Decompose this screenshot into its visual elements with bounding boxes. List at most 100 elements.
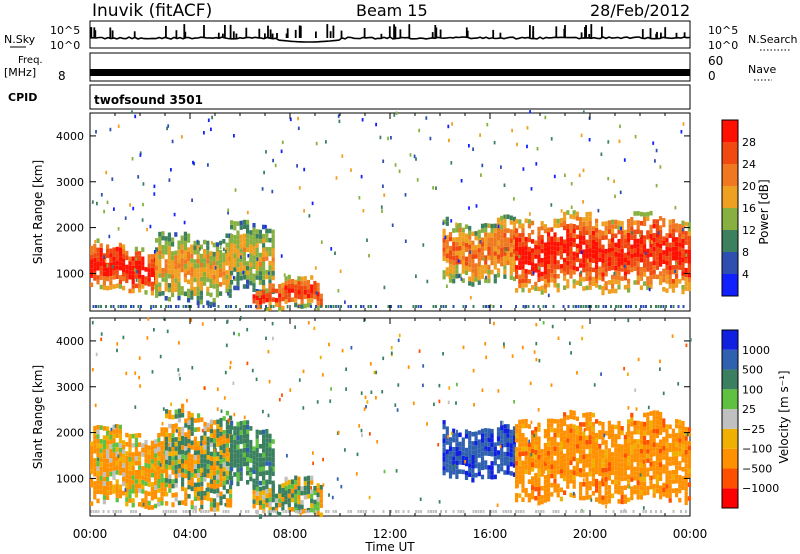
echo-cell [160,477,164,483]
echo-cell [553,460,557,465]
echo-cell [604,472,608,477]
echo-cell [668,279,672,284]
echo-cell [252,503,256,509]
echo-cell [518,474,522,480]
echo-cell [675,446,679,452]
echo-cell [135,257,138,261]
echo-cell [268,488,272,493]
echo-cell [309,302,312,307]
echo-cell [474,254,478,259]
nsky-spike [175,30,178,38]
echo-cell [216,451,220,457]
echo-cell [646,472,650,477]
echo-cell [569,446,573,452]
echo-cell [455,446,459,452]
echo-cell [464,475,469,480]
echo-cell [579,435,583,441]
echo-cell [601,258,605,263]
echo-cell [556,260,560,265]
echo-cell [490,246,494,252]
echo-cell [518,424,522,429]
echo-cell [655,451,659,457]
echo-cell [588,471,592,477]
echo-cell [262,466,266,472]
echo-cell [506,442,510,448]
echo-cell [536,147,539,151]
echo-cell [515,219,519,224]
echo-cell [157,460,161,466]
echo-cell [243,415,246,420]
echo-cell [239,425,243,431]
echo-cell [646,211,650,217]
echo-cell [633,466,637,472]
echo-cell [604,248,608,254]
echo-cell [249,276,253,281]
echo-cell [233,262,237,268]
echo-cell [225,510,227,513]
echo-cell [627,428,631,434]
echo-cell [524,460,528,465]
echo-cell [649,243,653,248]
echo-cell [604,221,608,226]
echo-cell [687,245,691,250]
echo-cell [506,447,510,452]
echo-cell [650,510,652,513]
echo-cell [144,280,148,286]
echo-cell [197,468,201,474]
echo-cell [461,255,465,260]
echo-cell [468,449,472,454]
nsky-spike [269,29,272,38]
echo-cell [665,479,669,485]
echo-cell [566,479,570,485]
echo-cell [141,484,145,490]
echo-cell [150,445,154,450]
echo-cell [311,201,314,206]
echo-cell [509,266,513,271]
echo-cell [509,243,513,248]
echo-cell [268,433,272,439]
echo-cell [255,471,259,476]
echo-cell [190,445,194,450]
echo-cell [216,437,220,443]
echo-cell [521,237,525,242]
echo-cell [131,502,135,508]
echo-cell [639,211,643,217]
echo-cell [181,440,185,446]
echo-cell [281,287,285,292]
echo-cell [524,464,528,470]
echo-cell [328,342,330,347]
echo-cell [461,227,465,233]
echo-cell [566,429,570,434]
echo-cell [518,465,522,471]
echo-cell [445,271,449,277]
echo-cell [138,287,142,293]
echo-cell [509,461,513,467]
echo-cell [265,433,269,439]
echo-cell [481,388,484,392]
echo-cell [639,435,643,440]
echo-cell [236,253,240,259]
echo-cell [118,429,122,434]
echo-cell [579,426,583,432]
echo-cell [236,454,240,459]
echo-cell [265,493,269,499]
echo-cell [598,466,602,472]
echo-cell [147,281,151,287]
echo-cell [141,247,145,252]
echo-cell [633,266,637,271]
echo-cell [671,251,675,256]
echo-cell [681,266,685,272]
echo-cell [588,285,592,290]
echo-cell [506,465,510,471]
echo-cell [344,300,346,304]
echo-cell [219,459,223,464]
echo-cell [452,274,456,279]
echo-cell [649,275,653,280]
echo-cell [604,495,608,500]
echo-cell [215,274,219,280]
echo-cell [659,462,663,468]
echo-cell [659,421,663,426]
echo-cell [550,245,554,251]
echo-cell [506,428,510,434]
echo-cell [506,251,510,256]
